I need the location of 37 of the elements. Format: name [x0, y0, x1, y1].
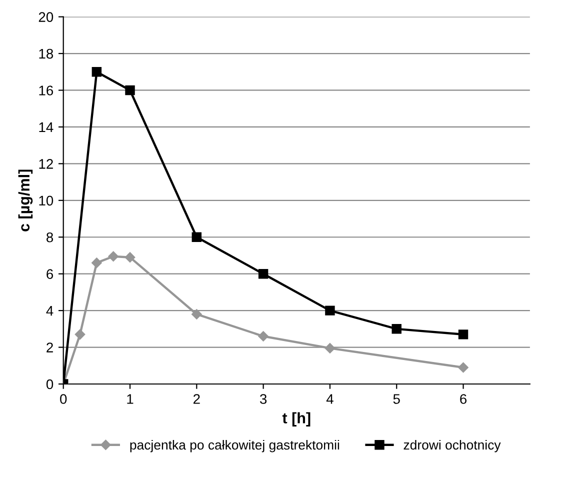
y-tick-label: 0 [46, 379, 54, 390]
y-tick-label: 8 [46, 232, 54, 242]
point [124, 252, 136, 262]
x-tick-label: 4 [326, 394, 334, 404]
x-tick-label: 3 [260, 394, 267, 404]
point [258, 268, 268, 279]
legend-label: zdrowi ochotnicy [404, 440, 501, 452]
y-tick-label: 6 [46, 269, 54, 280]
point [192, 309, 202, 320]
point [108, 251, 118, 262]
y-axis-title: c [µg/ml] [18, 170, 33, 232]
point [324, 343, 336, 354]
y-tick-label: 20 [38, 12, 54, 22]
y-tick-label: 10 [39, 196, 54, 206]
point [325, 306, 335, 316]
x-tick-label: 6 [460, 394, 467, 404]
legend-label: pacjentka po całkowitej gastrektomii [130, 440, 340, 452]
x-axis-title: t [h] [282, 412, 310, 426]
y-tick-label: 4 [46, 306, 54, 316]
point [92, 67, 102, 77]
y-tick-label: 16 [39, 86, 54, 96]
y-tick-label: 14 [39, 122, 54, 132]
y-tick-label: 12 [39, 159, 53, 169]
point [392, 324, 402, 334]
x-tick-label: 1 [127, 394, 134, 404]
point [192, 232, 202, 242]
point [92, 258, 102, 268]
y-tick-label: 18 [39, 48, 54, 59]
x-tick-label: 2 [194, 394, 200, 404]
point [458, 330, 468, 340]
x-tick-label: 5 [393, 394, 400, 404]
point [458, 362, 468, 373]
point [125, 85, 135, 96]
point [258, 331, 268, 342]
y-tick-label: 2 [46, 342, 53, 352]
x-tick-label: 0 [60, 394, 67, 404]
point [74, 329, 86, 340]
